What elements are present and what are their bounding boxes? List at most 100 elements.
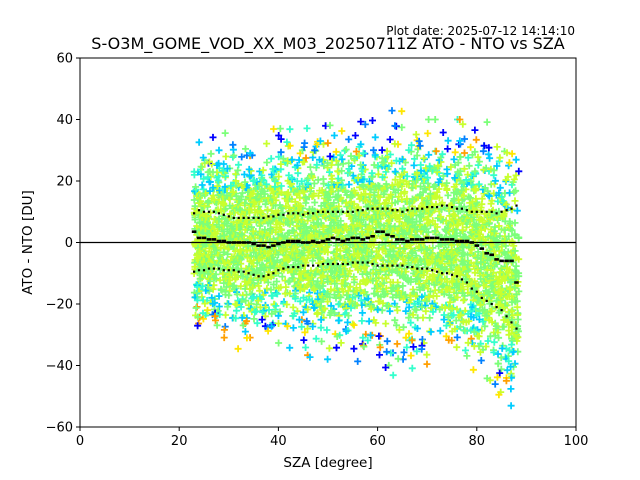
median-marker	[271, 244, 276, 247]
median-marker	[385, 233, 390, 237]
upper_percentile-marker	[391, 209, 394, 212]
lower_percentile-marker	[361, 261, 364, 264]
upper_percentile-marker	[436, 206, 439, 209]
lower_percentile-marker	[227, 269, 230, 272]
upper_percentile-marker	[252, 216, 255, 219]
upper_percentile-marker	[490, 210, 493, 213]
upper_percentile-marker	[292, 212, 295, 215]
upper_percentile-marker	[227, 215, 230, 218]
lower_percentile-marker	[366, 261, 369, 264]
scatter-point	[362, 221, 370, 228]
upper_percentile-marker	[212, 210, 215, 213]
lower_percentile-marker	[386, 264, 389, 267]
scatter-point	[231, 247, 239, 255]
lower_percentile-marker	[391, 264, 394, 267]
lower_percentile-marker	[277, 269, 280, 272]
median-marker	[206, 238, 212, 241]
median-marker	[514, 281, 519, 284]
upper_percentile-marker	[416, 207, 419, 210]
median-marker	[499, 259, 504, 263]
scatter-point	[461, 233, 469, 240]
lower_percentile-marker	[237, 270, 240, 273]
median-marker	[380, 230, 385, 233]
upper_percentile-marker	[282, 213, 285, 216]
lower_percentile-marker	[480, 296, 483, 299]
median-marker	[395, 238, 400, 241]
upper_percentile-marker	[272, 215, 275, 218]
x-tick-label: 40	[270, 434, 287, 449]
scatter-point	[373, 221, 381, 229]
median-marker	[360, 238, 365, 241]
scatter-point	[205, 244, 213, 252]
scatter-point	[324, 248, 332, 256]
median-marker	[221, 239, 227, 243]
plot-date: Plot date: 2025-07-12 14:14:10	[386, 24, 575, 38]
upper_percentile-marker	[193, 212, 196, 215]
scatter-point	[512, 291, 520, 298]
lower_percentile-marker	[406, 266, 409, 269]
median-marker	[454, 239, 460, 243]
lower_percentile-marker	[346, 262, 349, 266]
median-marker	[226, 241, 232, 244]
scatter-point	[244, 242, 252, 250]
upper_percentile-marker	[277, 213, 280, 216]
scatter-point	[268, 226, 276, 234]
median-marker	[325, 238, 331, 241]
lower_percentile-marker	[396, 264, 399, 267]
upper_percentile-marker	[406, 209, 409, 212]
upper_percentile-marker	[351, 210, 354, 213]
median-marker	[405, 239, 410, 243]
lower_percentile-marker	[267, 273, 270, 276]
upper_percentile-marker	[465, 209, 468, 212]
scatter-point	[431, 227, 439, 235]
lower_percentile-marker	[207, 267, 211, 270]
lower_percentile-marker	[371, 262, 374, 266]
upper_percentile-marker	[510, 207, 513, 210]
upper_percentile-marker	[237, 216, 240, 219]
median-marker	[464, 239, 470, 243]
lower_percentile-marker	[321, 262, 325, 266]
lower_percentile-marker	[197, 269, 201, 272]
y-axis-label: ATO - NTO [DU]	[20, 190, 36, 295]
upper_percentile-marker	[341, 210, 344, 213]
upper_percentile-marker	[336, 210, 339, 213]
upper_percentile-marker	[287, 212, 290, 215]
median-marker	[439, 238, 445, 241]
upper_percentile-marker	[401, 210, 404, 213]
upper_percentile-marker	[257, 216, 260, 219]
x-tick-label: 0	[76, 434, 84, 449]
lower_percentile-marker	[242, 270, 245, 273]
lower_percentile-marker	[212, 267, 215, 270]
median-marker	[300, 241, 306, 244]
y-tick-label: 20	[56, 175, 73, 190]
median-marker	[504, 259, 509, 263]
median-marker	[449, 238, 455, 241]
upper_percentile-marker	[386, 207, 389, 210]
scatter-point	[475, 230, 483, 238]
median-marker	[281, 241, 286, 244]
scatter-point	[261, 226, 269, 234]
median-marker	[335, 238, 341, 241]
x-tick-label: 20	[171, 434, 188, 449]
lower_percentile-marker	[426, 267, 429, 270]
lower_percentile-marker	[247, 272, 250, 275]
x-tick-label: 80	[469, 434, 486, 449]
median-marker	[291, 239, 296, 243]
median-marker	[201, 236, 207, 240]
x-tick-label: 100	[564, 434, 589, 449]
upper_percentile-marker	[371, 207, 374, 210]
median-marker	[474, 244, 480, 247]
upper_percentile-marker	[480, 210, 483, 213]
y-tick-label: −40	[46, 359, 73, 374]
lower_percentile-marker	[232, 269, 235, 272]
upper_percentile-marker	[262, 216, 265, 219]
lower_percentile-marker	[341, 262, 344, 266]
lower_percentile-marker	[287, 266, 290, 269]
lower_percentile-marker	[510, 321, 513, 324]
median-marker	[276, 242, 281, 246]
median-marker	[340, 239, 346, 243]
lower_percentile-marker	[441, 272, 444, 275]
lower_percentile-marker	[460, 278, 463, 281]
lower_percentile-marker	[445, 272, 449, 275]
